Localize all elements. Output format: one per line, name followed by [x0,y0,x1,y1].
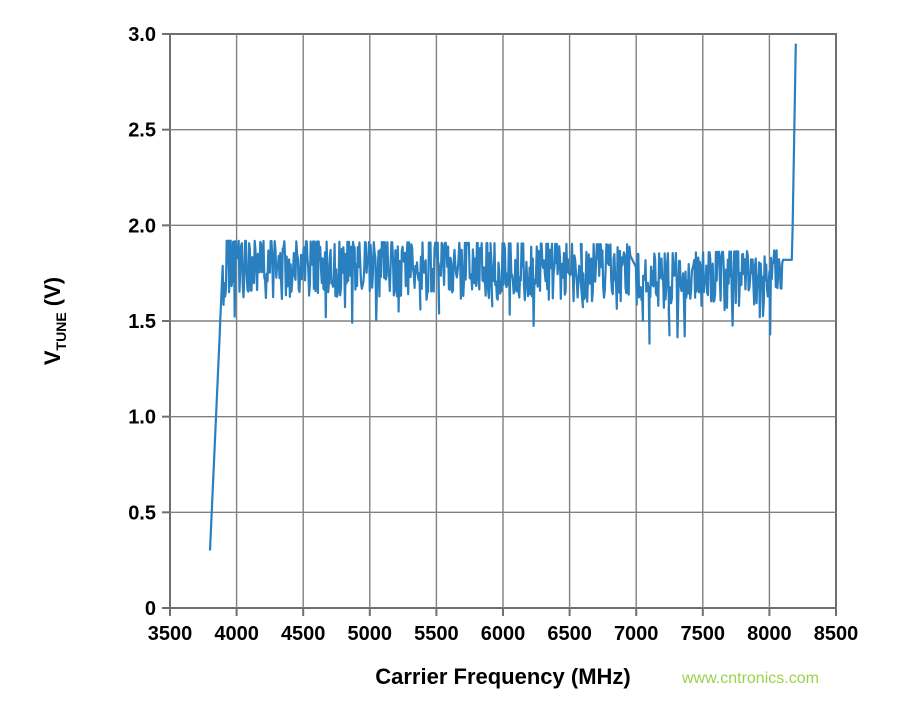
x-tick-label: 8000 [747,623,792,645]
y-tick-label: 3.0 [128,24,156,46]
y-tick-label: 0 [145,598,156,620]
x-tick-label: 5500 [414,623,459,645]
y-tick-label: 2.0 [128,215,156,237]
x-tick-label: 3500 [148,623,193,645]
y-tick-label: 0.5 [128,502,156,524]
x-tick-label: 7000 [614,623,659,645]
watermark-text: www.cntronics.com [682,670,819,688]
x-tick-label: 6000 [481,623,526,645]
x-tick-label: 4500 [281,623,326,645]
y-tick-label: 2.5 [128,120,156,142]
chart-svg: 3500 4000 4500 5000 5500 6000 6500 7000 7500 8000… [0,0,900,711]
x-tick-label: 7500 [681,623,726,645]
x-tick-label: 4000 [214,623,259,645]
x-tick-label: 5000 [348,623,393,645]
x-axis-label: Carrier Frequency (MHz) [375,664,631,689]
x-tick-label: 6500 [547,623,592,645]
y-tick-label: 1.5 [128,311,156,333]
x-tick-label: 8500 [814,623,859,645]
chart-container: 3500 4000 4500 5000 5500 6000 6500 7000 7500 8000… [0,0,900,711]
y-tick-label: 1.0 [128,407,156,429]
